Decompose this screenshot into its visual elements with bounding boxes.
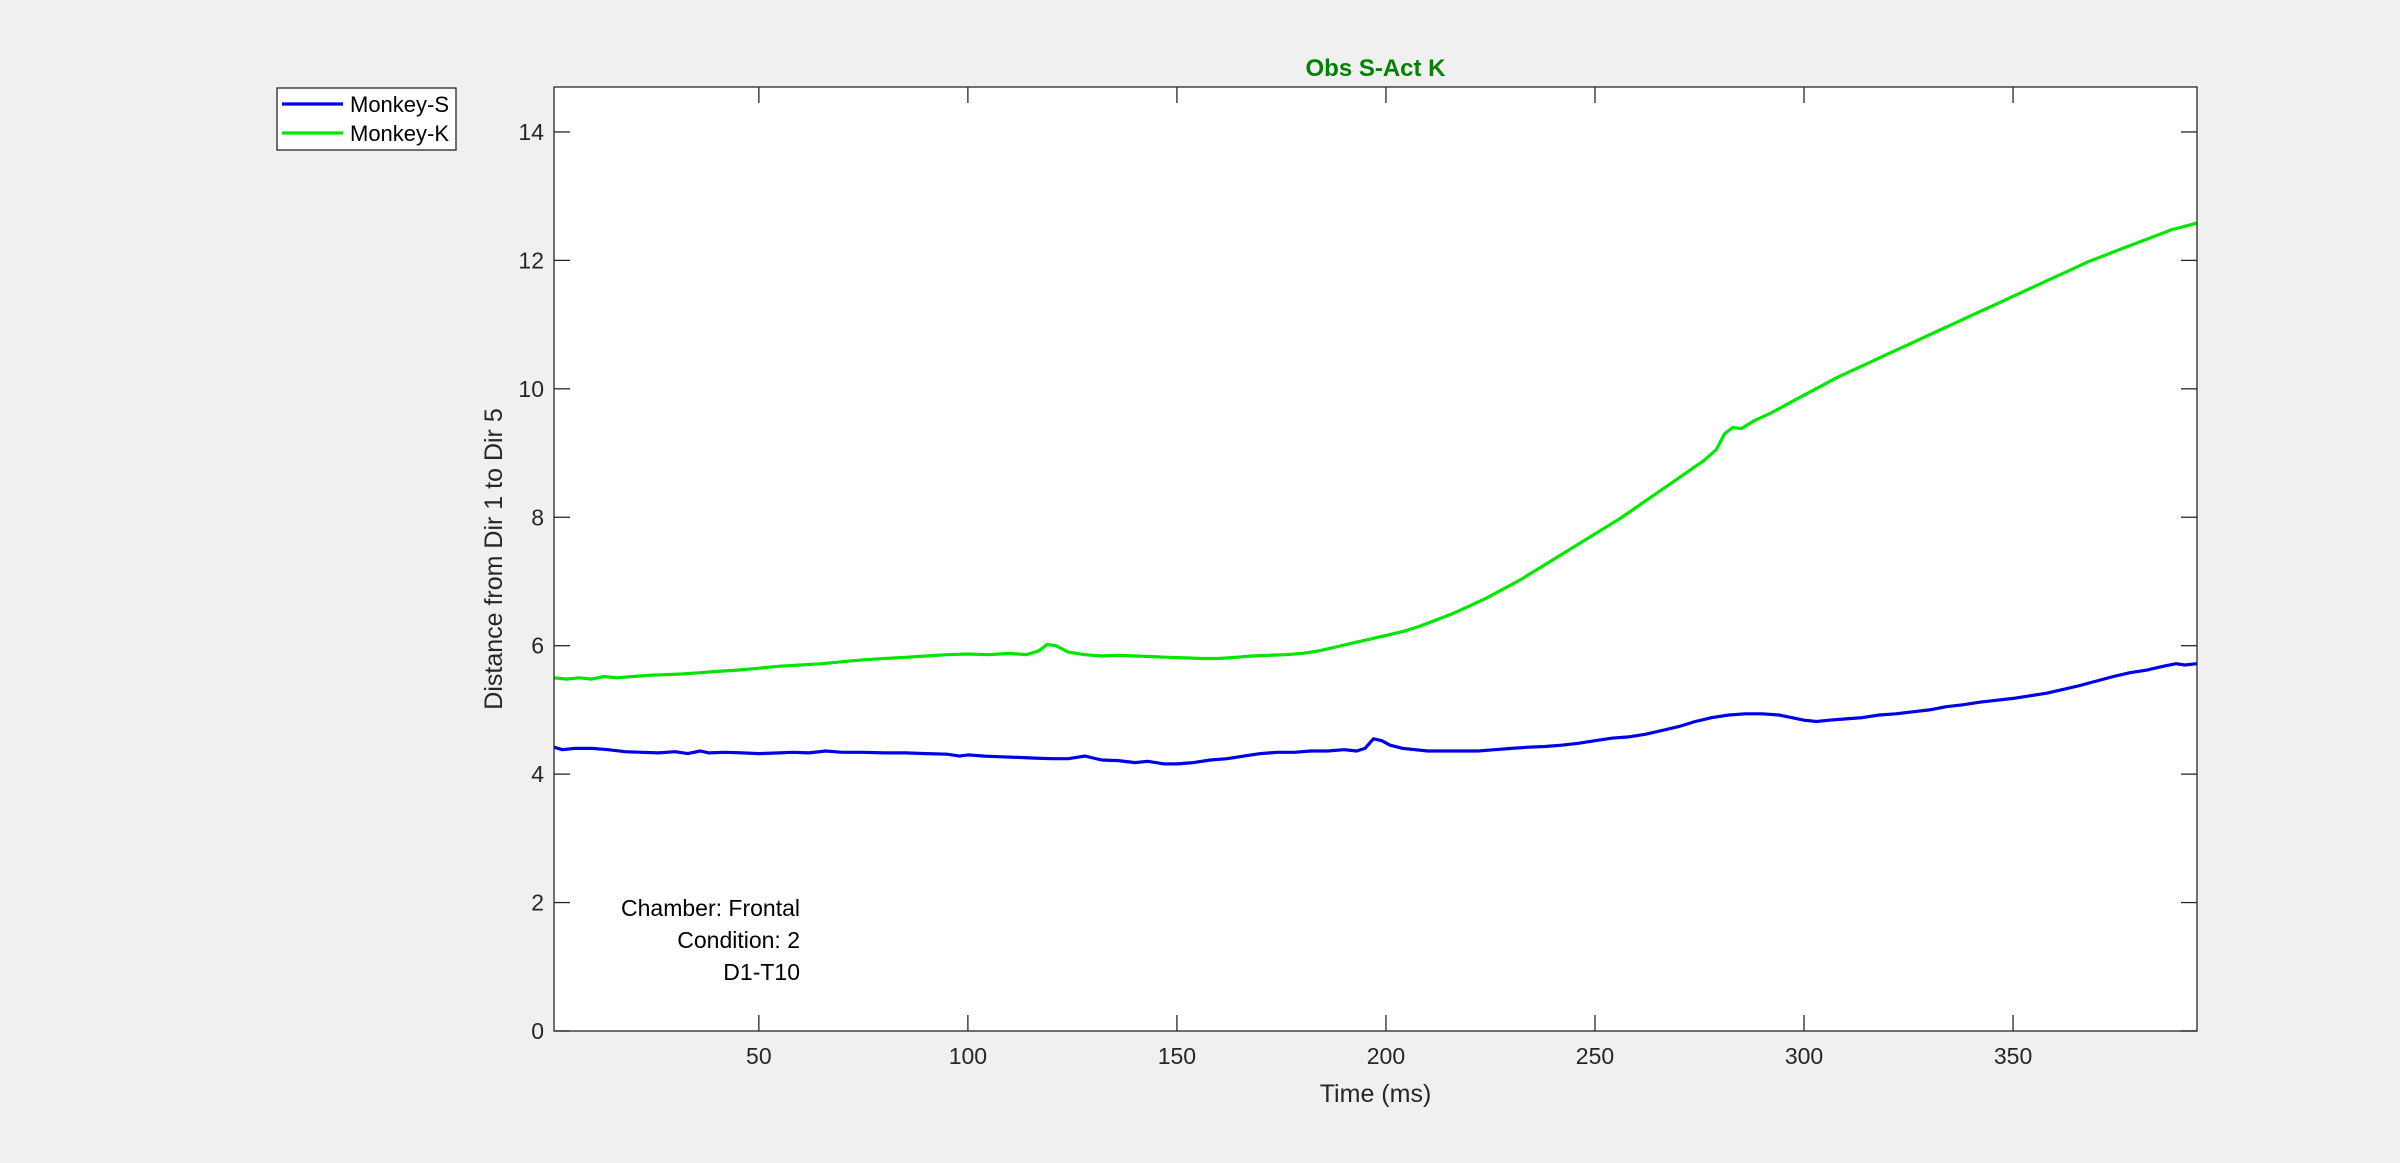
y-tick-label: 4 [531, 761, 544, 787]
x-tick-label: 100 [949, 1043, 987, 1069]
y-tick-label: 12 [518, 247, 544, 273]
y-tick-label: 2 [531, 890, 544, 916]
ticks-layer: 50 100 150 200 250 300 350 0 2 4 6 8 10 12 14 [518, 87, 2197, 1069]
annotation-condition: Condition: 2 [677, 927, 800, 953]
legend-frame [276, 87, 457, 151]
x-axis-label: Time (ms) [1320, 1080, 1432, 1108]
plot-area [554, 87, 2197, 1031]
x-tick-label: 50 [746, 1043, 772, 1069]
x-tick-label: 350 [1994, 1043, 2032, 1069]
y-tick-label: 14 [518, 119, 544, 145]
y-tick-label: 6 [531, 633, 544, 659]
legend-label-monkey-k: Monkey-K [350, 121, 449, 146]
series-line-monkey-k [553, 221, 2198, 681]
annotation-session: D1-T10 [723, 959, 800, 985]
legend-label-monkey-s: Monkey-S [350, 92, 449, 117]
annotation-chamber: Chamber: Frontal [621, 895, 800, 921]
x-tick-label: 300 [1785, 1043, 1823, 1069]
y-tick-label: 0 [531, 1018, 544, 1044]
annotation-box: Chamber: Frontal Condition: 2 D1-T10 [621, 895, 800, 985]
series-line-monkey-s [553, 662, 2198, 766]
legend[interactable]: Monkey-S Monkey-K [276, 87, 457, 151]
y-tick-label: 10 [518, 376, 544, 402]
x-tick-label: 250 [1576, 1043, 1614, 1069]
y-axis-label: Distance from Dir 1 to Dir 5 [480, 408, 508, 709]
chart-title: Obs S-Act K [1305, 55, 1446, 82]
axes-frame [553, 86, 2198, 1032]
y-tick-label: 8 [531, 504, 544, 530]
x-tick-label: 200 [1367, 1043, 1405, 1069]
x-tick-label: 150 [1158, 1043, 1196, 1069]
series-layer [553, 221, 2198, 766]
